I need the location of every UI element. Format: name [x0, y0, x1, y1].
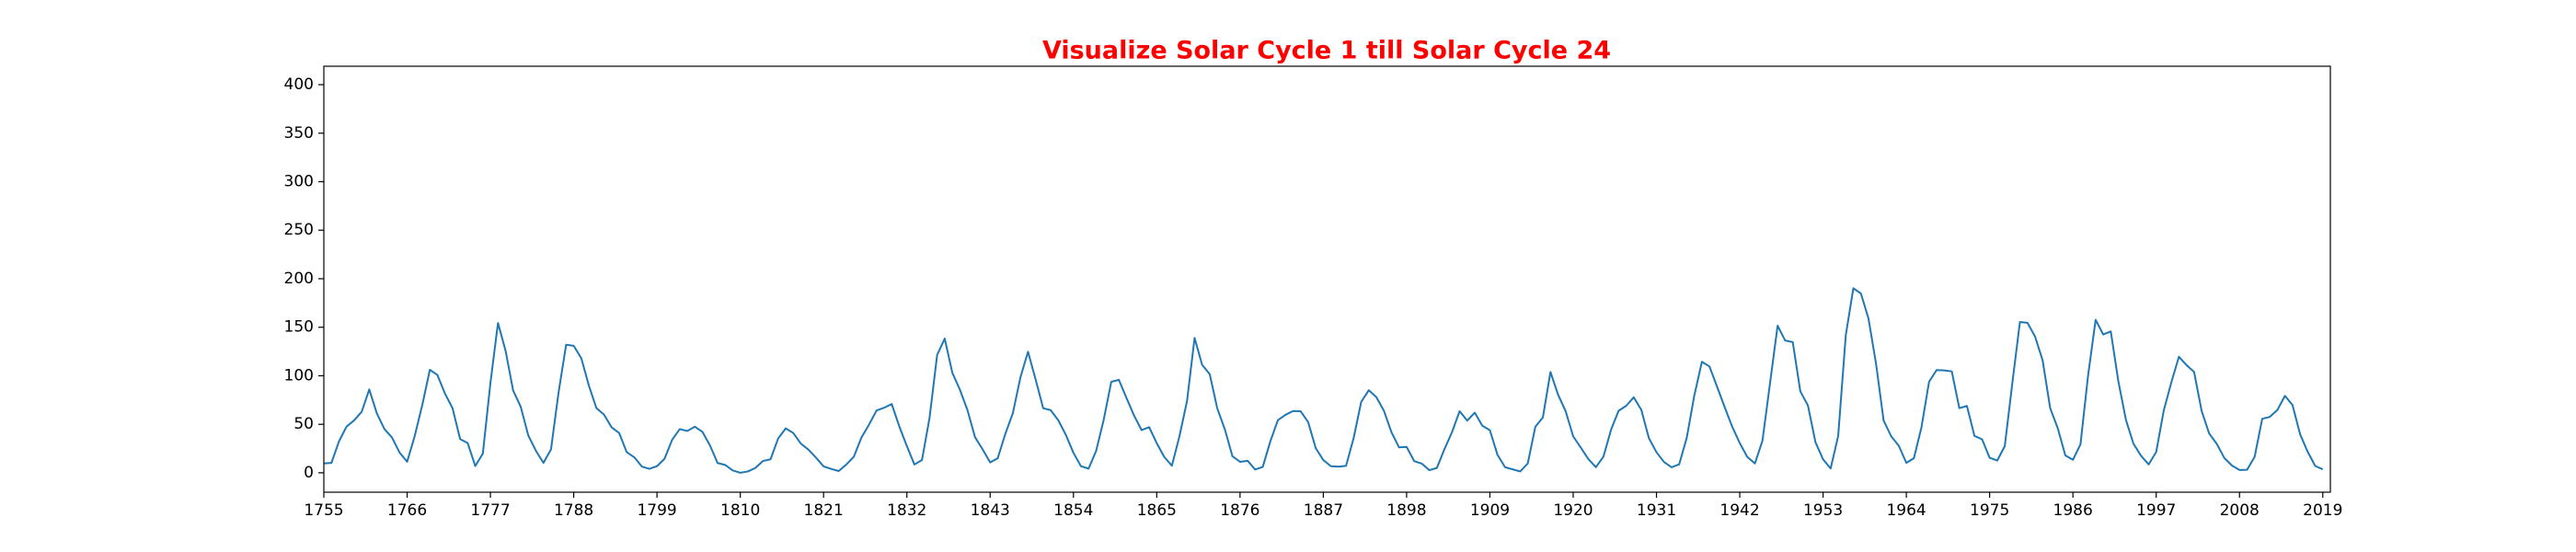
y-tick-label: 350	[284, 124, 314, 143]
x-tick-label: 1876	[1220, 501, 1259, 520]
x-tick-label: 1865	[1137, 501, 1177, 520]
x-tick-label: 1799	[637, 501, 676, 520]
x-tick-label: 1810	[720, 501, 760, 520]
y-tick-label: 200	[284, 270, 314, 288]
x-tick-label: 1788	[554, 501, 593, 520]
x-tick-label: 1920	[1553, 501, 1593, 520]
x-tick-label: 1953	[1803, 501, 1843, 520]
plot-frame	[323, 65, 2331, 493]
x-tick-label: 1755	[304, 501, 343, 520]
y-tick-label: 100	[284, 366, 314, 385]
data-line	[323, 287, 2324, 474]
x-tick-label: 1887	[1304, 501, 1343, 520]
x-tick-label: 1898	[1386, 501, 1426, 520]
x-tick-label: 1931	[1637, 501, 1676, 520]
x-tick-label: 1777	[470, 501, 510, 520]
x-tick-label: 1964	[1886, 501, 1926, 520]
chart-title: Visualize Solar Cycle 1 till Solar Cycle…	[1042, 37, 1611, 65]
x-tick-label: 1766	[387, 501, 427, 520]
x-tick-label: 2019	[2303, 501, 2342, 520]
x-tick-label: 1997	[2136, 501, 2176, 520]
y-tick-label: 300	[284, 173, 314, 191]
x-tick-label: 1843	[971, 501, 1010, 520]
x-tick-label: 1942	[1719, 501, 1759, 520]
y-tick-label: 0	[304, 464, 314, 482]
x-tick-label: 2008	[2220, 501, 2260, 520]
x-tick-label: 1975	[1970, 501, 2009, 520]
x-tick-label: 1821	[804, 501, 844, 520]
x-tick-label: 1986	[2053, 501, 2093, 520]
y-tick-label: 50	[293, 415, 314, 433]
y-tick-label: 250	[284, 221, 314, 239]
y-tick-label: 400	[284, 75, 314, 94]
x-tick-label: 1909	[1470, 501, 1510, 520]
x-tick-label: 1854	[1053, 501, 1093, 520]
x-tick-label: 1832	[887, 501, 926, 520]
y-tick-label: 150	[284, 318, 314, 337]
